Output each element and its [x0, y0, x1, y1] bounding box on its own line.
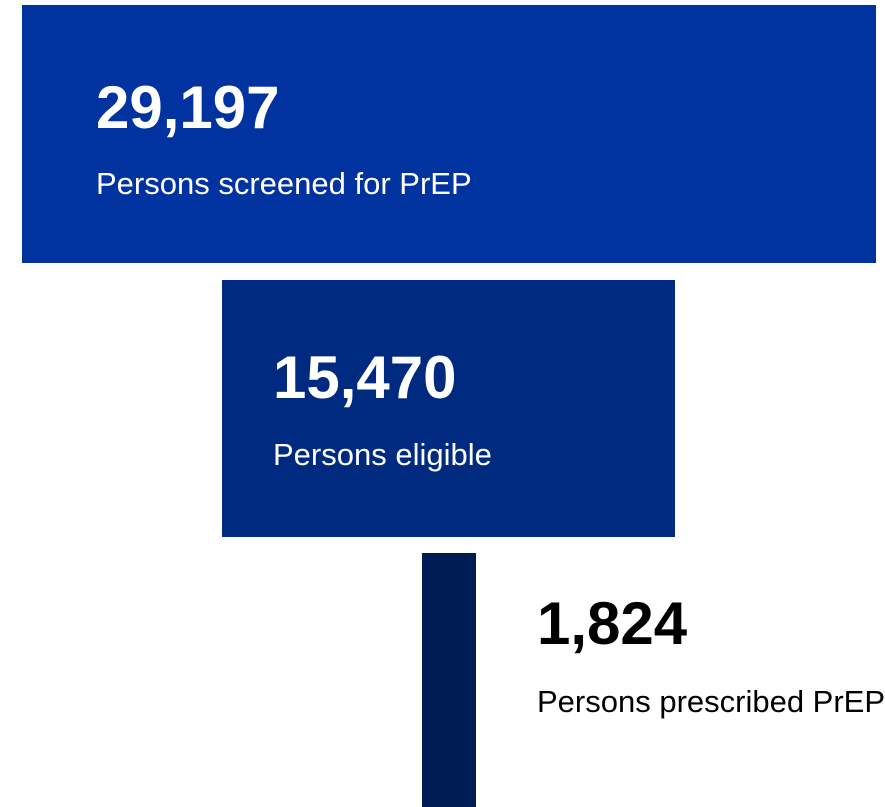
stage-value: 29,197 [96, 74, 280, 141]
label-clip: Persons prescribed PrEP [537, 680, 885, 790]
stage-label: Persons eligible [273, 437, 492, 472]
stage-value: 1,824 [537, 590, 688, 657]
stage-label: Persons screened for PrEP [96, 166, 472, 201]
stage-box [222, 280, 675, 537]
stage-box [22, 5, 876, 263]
stage-label: Persons prescribed PrEP [537, 684, 885, 719]
stage-box [422, 553, 476, 807]
stage-value: 15,470 [273, 344, 457, 411]
